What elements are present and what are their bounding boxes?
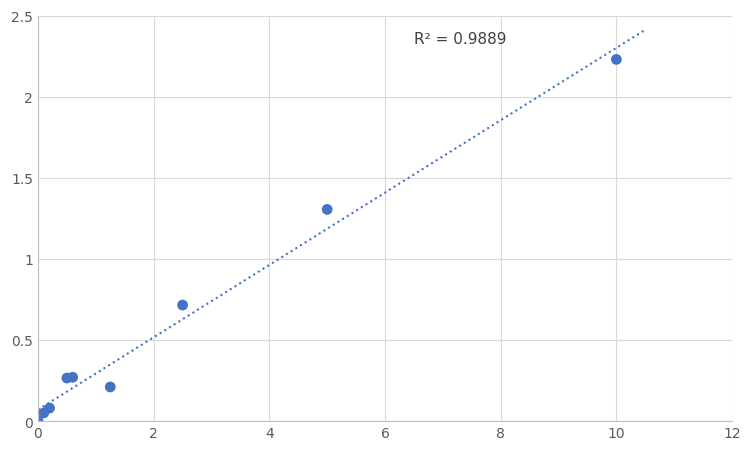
Point xyxy=(321,206,333,213)
Point xyxy=(67,374,79,381)
Point xyxy=(177,302,189,309)
Text: R² = 0.9889: R² = 0.9889 xyxy=(414,32,506,47)
Point xyxy=(32,418,44,425)
Point xyxy=(105,383,117,391)
Point xyxy=(38,410,50,417)
Point xyxy=(44,405,56,412)
Point xyxy=(61,375,73,382)
Point xyxy=(611,57,623,64)
